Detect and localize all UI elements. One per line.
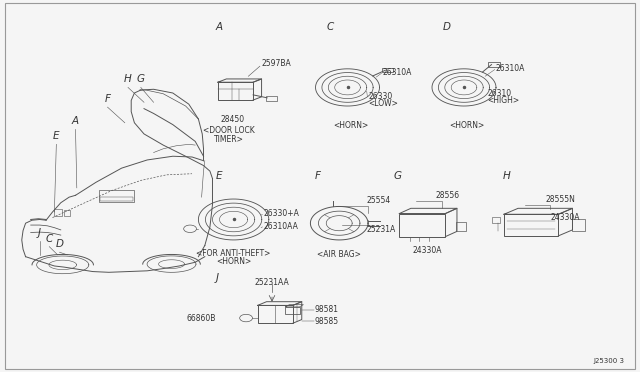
Text: <HORN>: <HORN> — [333, 121, 369, 130]
Text: C: C — [45, 234, 53, 244]
Text: TIMER>: TIMER> — [214, 135, 244, 144]
Text: G: G — [394, 171, 402, 181]
Text: 25231AA: 25231AA — [255, 278, 289, 287]
Bar — [456, 221, 466, 231]
Text: E: E — [53, 131, 60, 141]
Bar — [266, 96, 278, 101]
Text: 28556: 28556 — [435, 191, 460, 200]
Bar — [285, 307, 300, 314]
Text: E: E — [216, 171, 222, 181]
Text: <LOW>: <LOW> — [369, 99, 399, 108]
Text: <HIGH>: <HIGH> — [488, 96, 520, 105]
Text: 24330A: 24330A — [550, 213, 580, 222]
Bar — [493, 217, 500, 223]
Text: H: H — [502, 171, 510, 181]
Bar — [572, 219, 584, 231]
Text: 28555N: 28555N — [545, 195, 575, 203]
Bar — [99, 190, 134, 202]
Text: 26310: 26310 — [488, 89, 512, 97]
Bar — [218, 82, 253, 100]
Text: A: A — [72, 116, 79, 126]
Text: F: F — [315, 171, 321, 181]
Bar — [399, 214, 445, 237]
Text: 25231A: 25231A — [366, 225, 396, 234]
Bar — [100, 197, 133, 201]
Text: 98581: 98581 — [315, 305, 339, 314]
Text: C: C — [326, 22, 333, 32]
Bar — [257, 305, 292, 323]
Text: <FOR ANTI-THEFT>: <FOR ANTI-THEFT> — [196, 249, 271, 258]
Text: H: H — [124, 74, 132, 84]
Text: J: J — [216, 273, 219, 283]
Bar — [504, 214, 558, 236]
Text: 66860B: 66860B — [187, 314, 216, 323]
Text: 28450: 28450 — [220, 115, 244, 124]
Text: 2597BA: 2597BA — [261, 59, 291, 68]
Text: A: A — [216, 22, 223, 32]
Text: <DOOR LOCK: <DOOR LOCK — [204, 126, 255, 135]
Text: 26310AA: 26310AA — [264, 222, 298, 231]
Text: G: G — [137, 74, 145, 84]
Text: J25300 3: J25300 3 — [593, 358, 624, 364]
Text: J: J — [38, 228, 41, 238]
Bar — [382, 68, 394, 73]
Text: 26310A: 26310A — [383, 68, 412, 77]
Text: 25554: 25554 — [366, 196, 390, 205]
Text: <HORN>: <HORN> — [449, 121, 485, 130]
Text: D: D — [443, 22, 451, 32]
Text: <HORN>: <HORN> — [216, 257, 252, 266]
Text: F: F — [104, 94, 111, 104]
Text: 26310A: 26310A — [496, 64, 525, 73]
Text: <AIR BAG>: <AIR BAG> — [317, 250, 361, 259]
Bar — [54, 209, 62, 216]
Text: 98585: 98585 — [315, 317, 339, 326]
Text: D: D — [56, 239, 63, 249]
Bar — [488, 62, 500, 67]
Text: 24330A: 24330A — [413, 246, 442, 255]
Bar — [64, 210, 70, 216]
Text: 26330: 26330 — [369, 92, 393, 101]
Text: 26330+A: 26330+A — [264, 209, 300, 218]
